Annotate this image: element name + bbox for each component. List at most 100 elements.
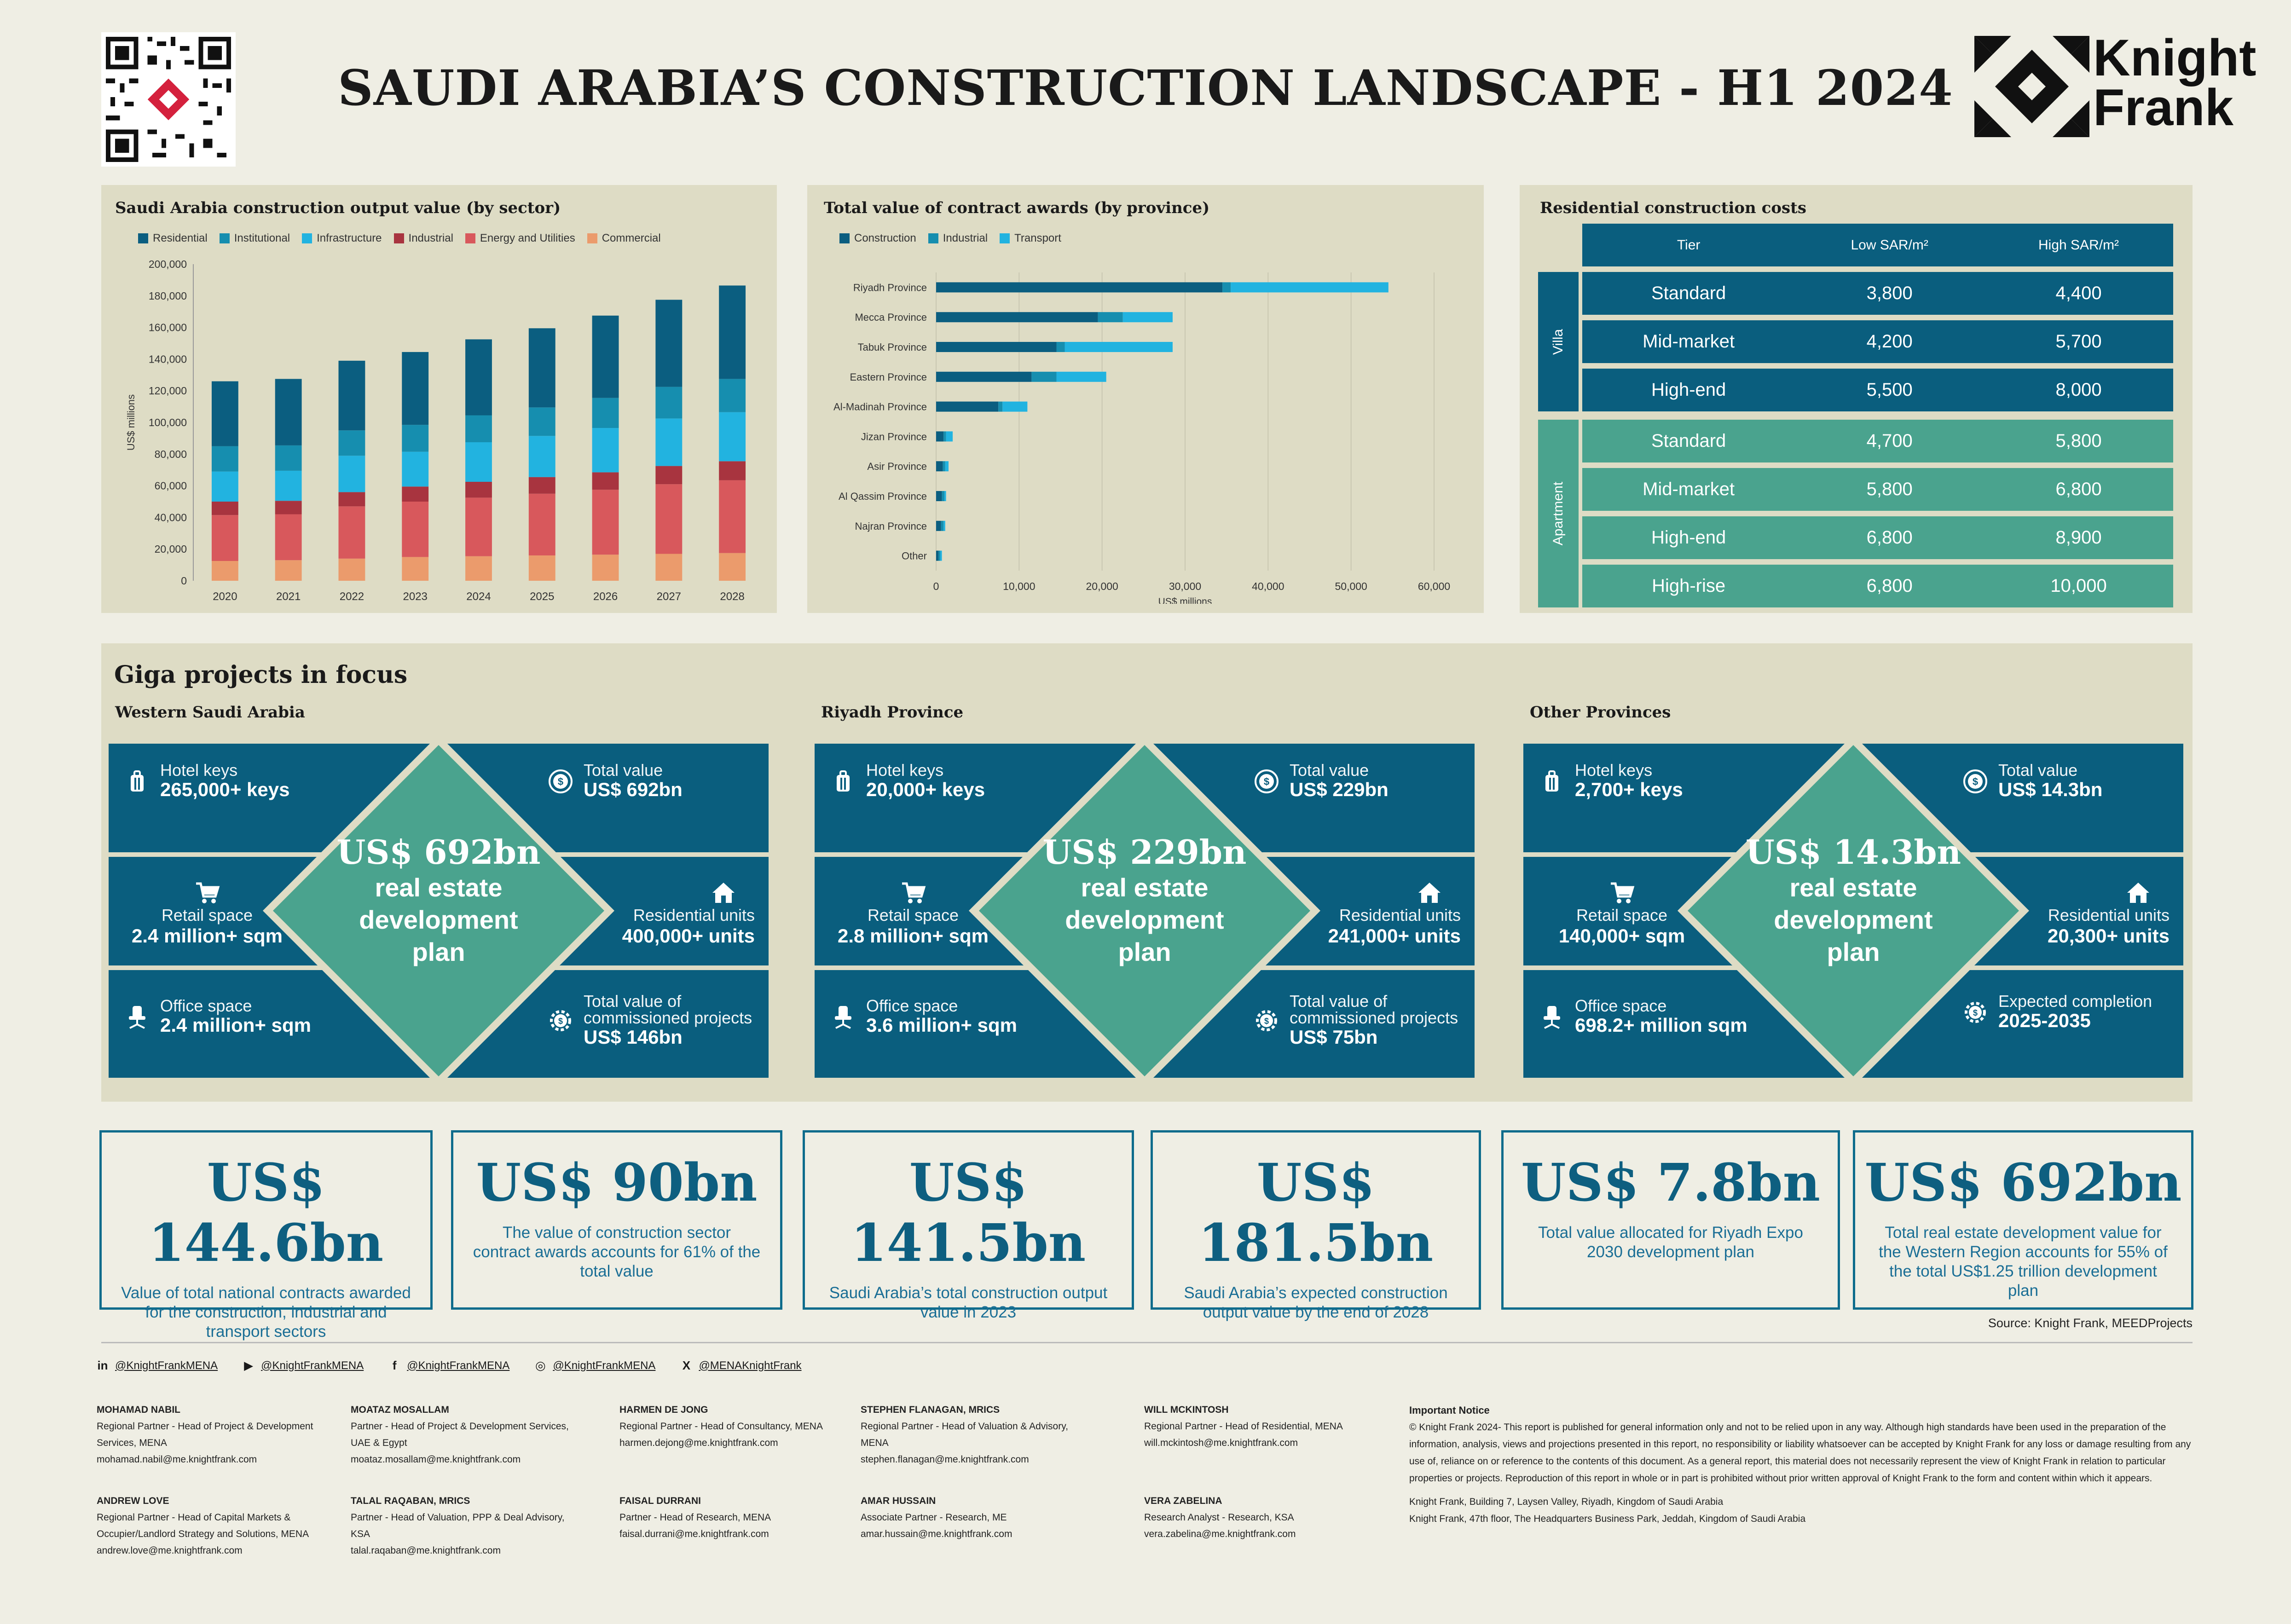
social-handle[interactable]: @KnightFrankMENA [553, 1359, 656, 1372]
table-cell: High-end [1651, 527, 1726, 548]
x-tick-label: 2022 [340, 590, 364, 603]
brand-line-1: Knight [2093, 29, 2256, 87]
stat-label: Hotel keys [160, 761, 238, 780]
bar-segment-transport [1002, 401, 1028, 412]
bar-segment-transport [946, 431, 953, 442]
contact-role: Regional Partner - Head of Capital Marke… [97, 1512, 309, 1539]
notice-body: © Knight Frank 2024- This report is publ… [1409, 1422, 2191, 1484]
contact-email[interactable]: andrew.love@me.knightfrank.com [97, 1545, 243, 1556]
social-handle[interactable]: @KnightFrankMENA [407, 1359, 510, 1372]
office-chair-icon [124, 1004, 150, 1030]
facebook-icon: f [392, 1358, 397, 1372]
bar-segment-construction [936, 341, 1057, 353]
x-tick-label: 10,000 [1003, 580, 1035, 592]
social-link[interactable]: X @MENAKnightFrank [680, 1358, 802, 1373]
stat-label: Total value [584, 761, 663, 780]
bar-segment-energy-and-utilities [592, 490, 619, 555]
bar-segment-transport [944, 491, 946, 502]
kpi-value: US$ 7.8bn [1521, 1153, 1821, 1213]
bar-segment-residential [465, 339, 492, 416]
bar-segment-energy-and-utilities [275, 514, 302, 561]
bar-segment-residential [655, 300, 683, 387]
bar-segment-energy-and-utilities [402, 502, 429, 557]
giga-stat-ml: Retail space 2.4 million+ sqm [124, 880, 290, 947]
svg-text:$: $ [1973, 1008, 1978, 1017]
giga-stat-bl: Office space 698.2+ million sqm [1539, 998, 1747, 1036]
contact-name: VERA ZABELINA [1144, 1496, 1222, 1506]
bar-segment-transport [945, 461, 949, 472]
bar-segment-industrial [402, 486, 429, 502]
giga-stat-mr: Residential units 20,300+ units [1990, 880, 2170, 947]
svg-text:$: $ [1973, 776, 1978, 787]
stat-label: Total value of commissioned projects [584, 992, 752, 1027]
bar-segment-construction [936, 401, 999, 412]
center-label: real estate development plan [1065, 873, 1224, 966]
contact-name: TALAL RAQABAN, MRICS [351, 1496, 470, 1506]
bar-segment-industrial [941, 520, 944, 531]
bar-segment-construction [936, 282, 1223, 293]
contact-email[interactable]: amar.hussain@me.knightfrank.com [861, 1529, 1012, 1539]
contact-email[interactable]: faisal.durrani@me.knightfrank.com [619, 1529, 769, 1539]
y-tick-label: Mecca Province [855, 312, 927, 323]
giga-stat-br: $ Expected completion 2025-2035 [1962, 993, 2152, 1032]
social-handle[interactable]: @KnightFrankMENA [115, 1359, 218, 1372]
contact-email[interactable]: talal.raqaban@me.knightfrank.com [351, 1545, 501, 1556]
construction-output-panel: Saudi Arabia construction output value (… [101, 185, 777, 613]
contact-email[interactable]: mohamad.nabil@me.knightfrank.com [97, 1454, 257, 1465]
center-text: US$ 692bn real estate development plan [310, 832, 567, 968]
contact-name: MOHAMAD NABIL [97, 1404, 180, 1415]
region-title: Riyadh Province [821, 703, 964, 722]
diamond-fill [979, 745, 1310, 1076]
giga-stat-ml: Retail space 140,000+ sqm [1539, 880, 1705, 947]
bar-segment-institutional [402, 425, 429, 452]
svg-text:$: $ [1264, 776, 1269, 787]
legend-item: Residential [138, 232, 208, 245]
x-tick-label: 2021 [276, 590, 301, 603]
bar-segment-construction [936, 461, 943, 472]
x-tick-label: 2024 [466, 590, 491, 603]
table-cell: Mid-market [1643, 331, 1735, 352]
bar-segment-residential [275, 379, 302, 445]
legend-swatch [219, 233, 230, 243]
stat-value: 2.8 million+ sqm [838, 925, 989, 947]
y-tick-label: Jizan Province [861, 431, 927, 442]
contact-email[interactable]: vera.zabelina@me.knightfrank.com [1144, 1529, 1296, 1539]
legend-swatch [465, 233, 475, 243]
x-tick-label: 2028 [720, 590, 744, 603]
social-link[interactable]: ◎ @KnightFrankMENA [534, 1358, 655, 1373]
table-row: Mid-market 4,200 5,700 [1582, 320, 2173, 363]
stat-label: Total value [1290, 761, 1369, 780]
bar-segment-infrastructure [338, 456, 365, 492]
bar-segment-transport [1122, 312, 1173, 323]
table-cell: 5,800 [2055, 431, 2102, 451]
social-link[interactable]: f @KnightFrankMENA [388, 1358, 509, 1373]
column-header: High SAR/m² [2038, 237, 2119, 253]
social-link[interactable]: ▶ @KnightFrankMENA [243, 1358, 364, 1373]
stat-value: 3.6 million+ sqm [866, 1014, 1017, 1036]
residential-costs-table: Tier Low SAR/m² High SAR/m² Villa Standard 3,… [1538, 224, 2173, 607]
contact-email[interactable]: harmen.dejong@me.knightfrank.com [619, 1438, 778, 1448]
contact-name: MOATAZ MOSALLAM [351, 1404, 449, 1415]
y-tick-label: 140,000 [149, 353, 187, 365]
legend-item: Industrial [928, 232, 988, 245]
table-cell: 4,400 [2055, 283, 2102, 303]
bar-segment-infrastructure [719, 412, 746, 462]
center-label: real estate development plan [1774, 873, 1933, 966]
social-link[interactable]: in @KnightFrankMENA [97, 1358, 218, 1373]
table-cell: High-end [1651, 380, 1726, 400]
qr-code[interactable] [101, 32, 236, 167]
social-handle[interactable]: @MENAKnightFrank [699, 1359, 802, 1372]
cart-icon [1609, 880, 1635, 906]
giga-stat-tr: $ Total value US$ 229bn [1254, 762, 1388, 801]
contact-name: HARMEN DE JONG [619, 1404, 708, 1415]
contact-email[interactable]: moataz.mosallam@me.knightfrank.com [351, 1454, 521, 1465]
social-handle[interactable]: @KnightFrankMENA [261, 1359, 364, 1372]
contact-email[interactable]: will.mckintosh@me.knightfrank.com [1144, 1438, 1298, 1448]
legend-item: Industrial [393, 232, 453, 245]
stat-value: 400,000+ units [622, 925, 755, 947]
bar-segment-infrastructure [528, 436, 555, 477]
stat-value: US$ 692bn [584, 779, 683, 800]
region-title: Other Provinces [1530, 703, 1671, 722]
giga-block-riyadh-province: US$ 229bn real estate development plan Hot… [815, 744, 1475, 1078]
contact-email[interactable]: stephen.flanagan@me.knightfrank.com [861, 1454, 1029, 1465]
